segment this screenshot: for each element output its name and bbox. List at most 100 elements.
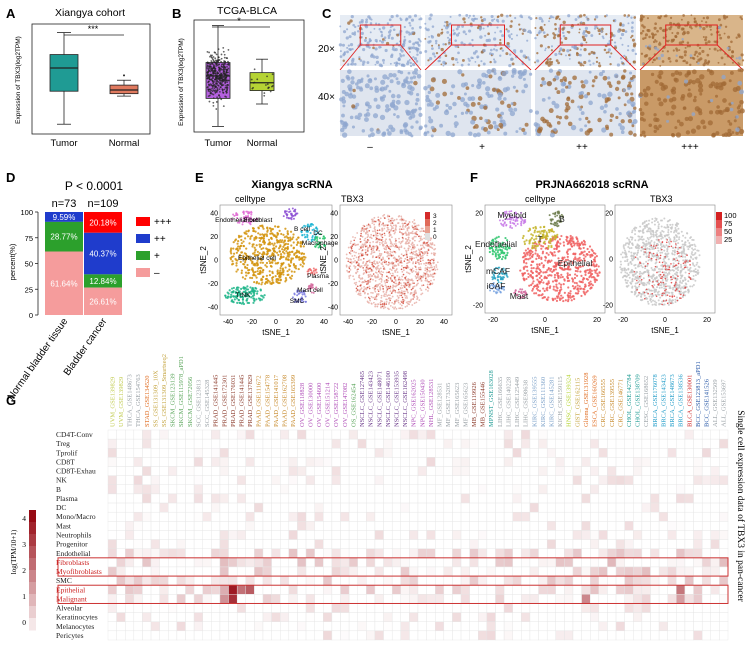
cluster-label: Macrophage — [302, 240, 339, 247]
cell-point — [382, 286, 384, 288]
cell-nucleus — [648, 124, 652, 128]
cell-point — [376, 295, 378, 297]
data-point — [268, 87, 270, 89]
data-point — [225, 74, 227, 76]
cell-point — [243, 303, 245, 305]
cell-point — [367, 265, 369, 267]
cell-nucleus — [554, 23, 557, 26]
cell-nucleus — [647, 46, 650, 49]
cell-point — [296, 244, 298, 246]
cell-nucleus — [632, 75, 636, 79]
cell-nucleus — [501, 34, 504, 37]
cell-point — [372, 219, 374, 221]
cell-point — [401, 219, 403, 221]
cell-nucleus — [413, 81, 417, 85]
cell-point — [230, 294, 232, 296]
cell-nucleus — [592, 79, 595, 82]
cell-point — [535, 249, 537, 251]
cell-point — [406, 305, 408, 307]
cell-nucleus — [435, 40, 438, 43]
panel-f-right-title: TBX3 — [650, 194, 673, 204]
cell-nucleus — [621, 33, 624, 36]
cell-point — [535, 292, 537, 294]
cell-point — [257, 268, 259, 270]
cell-point — [582, 251, 584, 253]
cell-point — [384, 240, 386, 242]
cell-point — [383, 306, 385, 308]
cell-point — [401, 271, 403, 273]
cell-point — [425, 278, 427, 280]
cell-point — [382, 265, 384, 267]
cell-point — [546, 289, 548, 291]
cell-point — [430, 274, 432, 276]
panel-a: A Xiangya cohort Expression of TBX3(log2… — [6, 6, 150, 149]
outlier — [123, 74, 125, 76]
cell-nucleus — [716, 105, 720, 109]
cell-nucleus — [523, 54, 526, 57]
cell-point — [371, 264, 373, 266]
cell-point — [290, 231, 292, 233]
cell-point — [553, 269, 555, 271]
cell-point — [259, 267, 261, 269]
cell-nucleus — [342, 99, 347, 104]
cell-point — [421, 276, 423, 278]
cell-nucleus — [416, 93, 419, 96]
cell-nucleus — [441, 48, 444, 51]
cell-point — [594, 259, 596, 261]
cell-point — [598, 265, 600, 267]
cell-point — [305, 295, 307, 297]
cell-nucleus — [697, 62, 700, 65]
cell-point — [256, 237, 258, 239]
cell-nucleus — [408, 33, 410, 35]
cell-point — [374, 246, 376, 248]
cell-nucleus — [643, 92, 648, 97]
cell-nucleus — [521, 89, 525, 93]
cell-point — [372, 249, 374, 251]
cell-point — [248, 272, 250, 274]
cell-nucleus — [497, 128, 500, 131]
panel-e-right-title: TBX3 — [341, 194, 364, 204]
cell-nucleus — [731, 102, 734, 105]
cell-nucleus — [589, 71, 592, 74]
cell-nucleus — [681, 94, 685, 98]
cell-point — [505, 224, 507, 226]
cell-nucleus — [351, 15, 354, 18]
cell-point — [577, 270, 579, 272]
cell-point — [569, 293, 571, 295]
cell-nucleus — [659, 101, 664, 106]
cell-nucleus — [684, 54, 687, 57]
cell-nucleus — [664, 15, 666, 17]
cell-nucleus — [391, 37, 394, 40]
cell-point — [356, 261, 358, 263]
y-tick-label: 100 — [20, 208, 33, 217]
cell-point — [403, 255, 405, 257]
cell-nucleus — [657, 48, 660, 51]
cell-point — [246, 264, 248, 266]
data-point — [214, 67, 216, 69]
cell-nucleus — [589, 64, 591, 66]
colorbar-step — [425, 219, 430, 226]
cell-nucleus — [414, 109, 417, 112]
cell-point — [563, 244, 565, 246]
cell-point — [395, 226, 397, 228]
cell-nucleus — [647, 29, 650, 32]
panel-b-significance: * — [237, 16, 241, 26]
cell-point — [385, 263, 387, 265]
data-point — [218, 85, 220, 87]
cell-point — [413, 244, 415, 246]
cell-nucleus — [487, 131, 491, 135]
cell-point — [380, 300, 382, 302]
cell-point — [572, 295, 574, 297]
cell-point — [303, 253, 305, 255]
cell-point — [276, 278, 278, 280]
cell-point — [405, 306, 407, 308]
cell-nucleus — [467, 96, 472, 101]
cell-point — [413, 294, 415, 296]
cell-point — [397, 292, 399, 294]
cell-nucleus — [482, 49, 485, 52]
cell-nucleus — [491, 19, 494, 22]
cell-point — [433, 260, 435, 262]
data-point — [209, 56, 211, 58]
